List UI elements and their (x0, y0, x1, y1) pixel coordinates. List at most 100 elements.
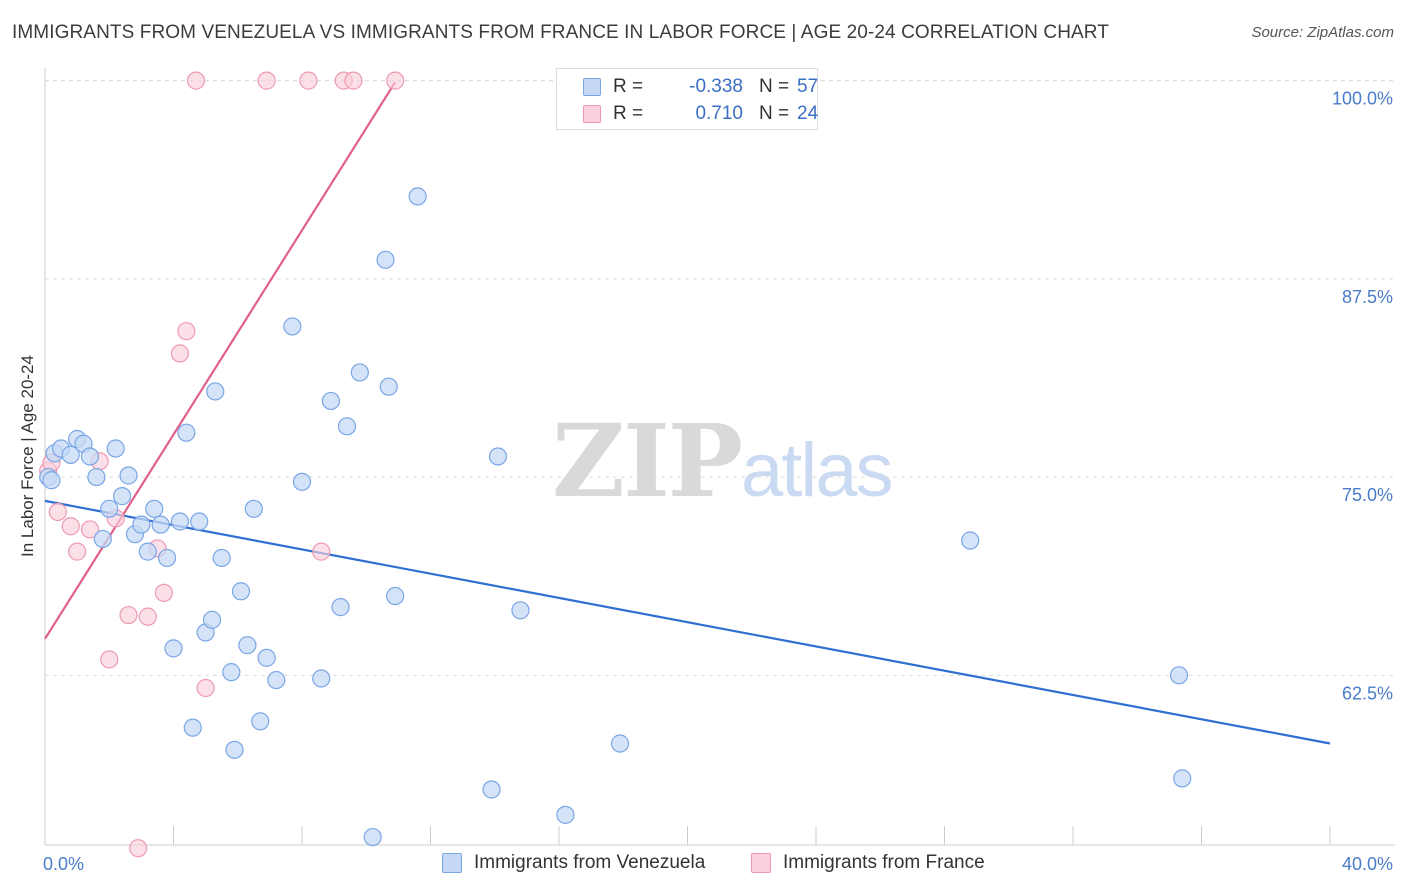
point-venezuela (145, 499, 164, 518)
point-venezuela (244, 499, 263, 518)
point-france (80, 520, 100, 539)
point-france (138, 607, 157, 626)
point-venezuela (292, 472, 312, 491)
point-france (119, 605, 138, 625)
point-venezuela (379, 377, 398, 396)
point-france (386, 71, 405, 90)
point-venezuela (93, 529, 112, 549)
point-venezuela (556, 805, 575, 824)
watermark-zip: ZIP (552, 402, 743, 520)
point-france (61, 517, 80, 536)
legend-label-venezuela: Immigrants from Venezuela (474, 852, 706, 873)
x-tick-label: 0.0% (43, 854, 84, 874)
point-venezuela (42, 471, 61, 490)
point-venezuela (164, 639, 183, 658)
point-venezuela (376, 250, 395, 269)
point-venezuela (231, 582, 251, 601)
point-france (48, 502, 67, 522)
point-layer (39, 71, 1192, 858)
x-tick-label: 40.0% (1342, 854, 1393, 874)
point-venezuela (61, 445, 80, 464)
point-venezuela (100, 499, 119, 518)
r-label: R = (613, 103, 644, 124)
point-venezuela (350, 363, 369, 382)
point-france (68, 542, 87, 561)
point-venezuela (177, 423, 196, 442)
point-venezuela (106, 439, 125, 458)
r-value: 0.710 (695, 103, 743, 124)
axis-layer (44, 68, 1395, 846)
point-venezuela (363, 827, 382, 847)
point-venezuela (151, 515, 170, 534)
point-venezuela (1173, 769, 1192, 788)
y-tick-label: 62.5% (1342, 683, 1393, 703)
point-venezuela (408, 187, 427, 206)
point-venezuela (183, 718, 202, 737)
point-france (170, 344, 190, 363)
tick-label-layer: 100.0% 87.5% 75.0% 62.5% 0.0% 40.0% (43, 89, 1393, 874)
point-france (177, 322, 196, 341)
point-venezuela (190, 512, 209, 531)
n-value: 57 (797, 76, 819, 97)
point-venezuela (488, 447, 508, 466)
point-france (129, 839, 148, 858)
y-tick-label: 75.0% (1342, 485, 1393, 505)
source-credit: Source: ZipAtlas.com (1251, 24, 1394, 41)
y-tick-label: 87.5% (1342, 287, 1393, 307)
y-axis-label: In Labor Force | Age 20-24 (18, 355, 37, 557)
point-venezuela (170, 512, 190, 531)
watermark: ZIPatlas (552, 402, 894, 520)
legend-swatch-venezuela (442, 853, 462, 873)
point-venezuela (80, 447, 100, 466)
legend-swatch-france (751, 853, 771, 873)
point-venezuela (312, 669, 331, 688)
point-france (100, 650, 119, 669)
point-france (299, 71, 318, 90)
point-venezuela (267, 670, 286, 690)
point-venezuela (386, 586, 405, 606)
point-venezuela (157, 548, 177, 568)
point-venezuela (283, 317, 302, 336)
point-venezuela (132, 515, 151, 534)
point-venezuela (222, 663, 241, 682)
point-venezuela (331, 598, 350, 617)
point-france (312, 542, 331, 561)
point-venezuela (337, 417, 357, 436)
point-france (154, 583, 173, 602)
point-venezuela (112, 487, 132, 506)
point-venezuela (225, 740, 244, 759)
point-venezuela (511, 601, 530, 620)
point-venezuela (202, 610, 222, 629)
point-venezuela (482, 780, 501, 799)
point-venezuela (212, 548, 231, 568)
point-venezuela (251, 712, 270, 731)
point-venezuela (610, 734, 630, 753)
trendline-venezuela (44, 499, 1331, 745)
point-france (196, 678, 215, 698)
n-label: N = (759, 103, 790, 124)
y-tick-label: 100.0% (1332, 89, 1393, 109)
stats-swatch-venezuela (583, 78, 601, 96)
point-venezuela (138, 542, 157, 561)
point-france (257, 71, 276, 90)
point-france (344, 71, 363, 90)
watermark-atlas: atlas (740, 428, 894, 513)
point-venezuela (119, 466, 138, 485)
point-venezuela (206, 382, 225, 401)
stats-box: R = -0.338 N = 57 R = 0.710 N = 24 (556, 68, 818, 130)
n-label: N = (759, 76, 790, 97)
point-venezuela (238, 636, 257, 655)
legend: Immigrants from Venezuela Immigrants fro… (0, 852, 1406, 878)
point-venezuela (87, 467, 106, 487)
n-value: 24 (797, 103, 819, 124)
legend-label-france: Immigrants from France (783, 852, 985, 873)
chart-title: IMMIGRANTS FROM VENEZUELA VS IMMIGRANTS … (12, 22, 1109, 43)
point-venezuela (961, 531, 980, 550)
point-france (186, 71, 206, 90)
point-venezuela (1169, 666, 1189, 685)
stats-swatch-france (583, 105, 601, 123)
r-label: R = (613, 76, 644, 97)
point-venezuela (257, 648, 276, 667)
point-venezuela (321, 391, 341, 411)
